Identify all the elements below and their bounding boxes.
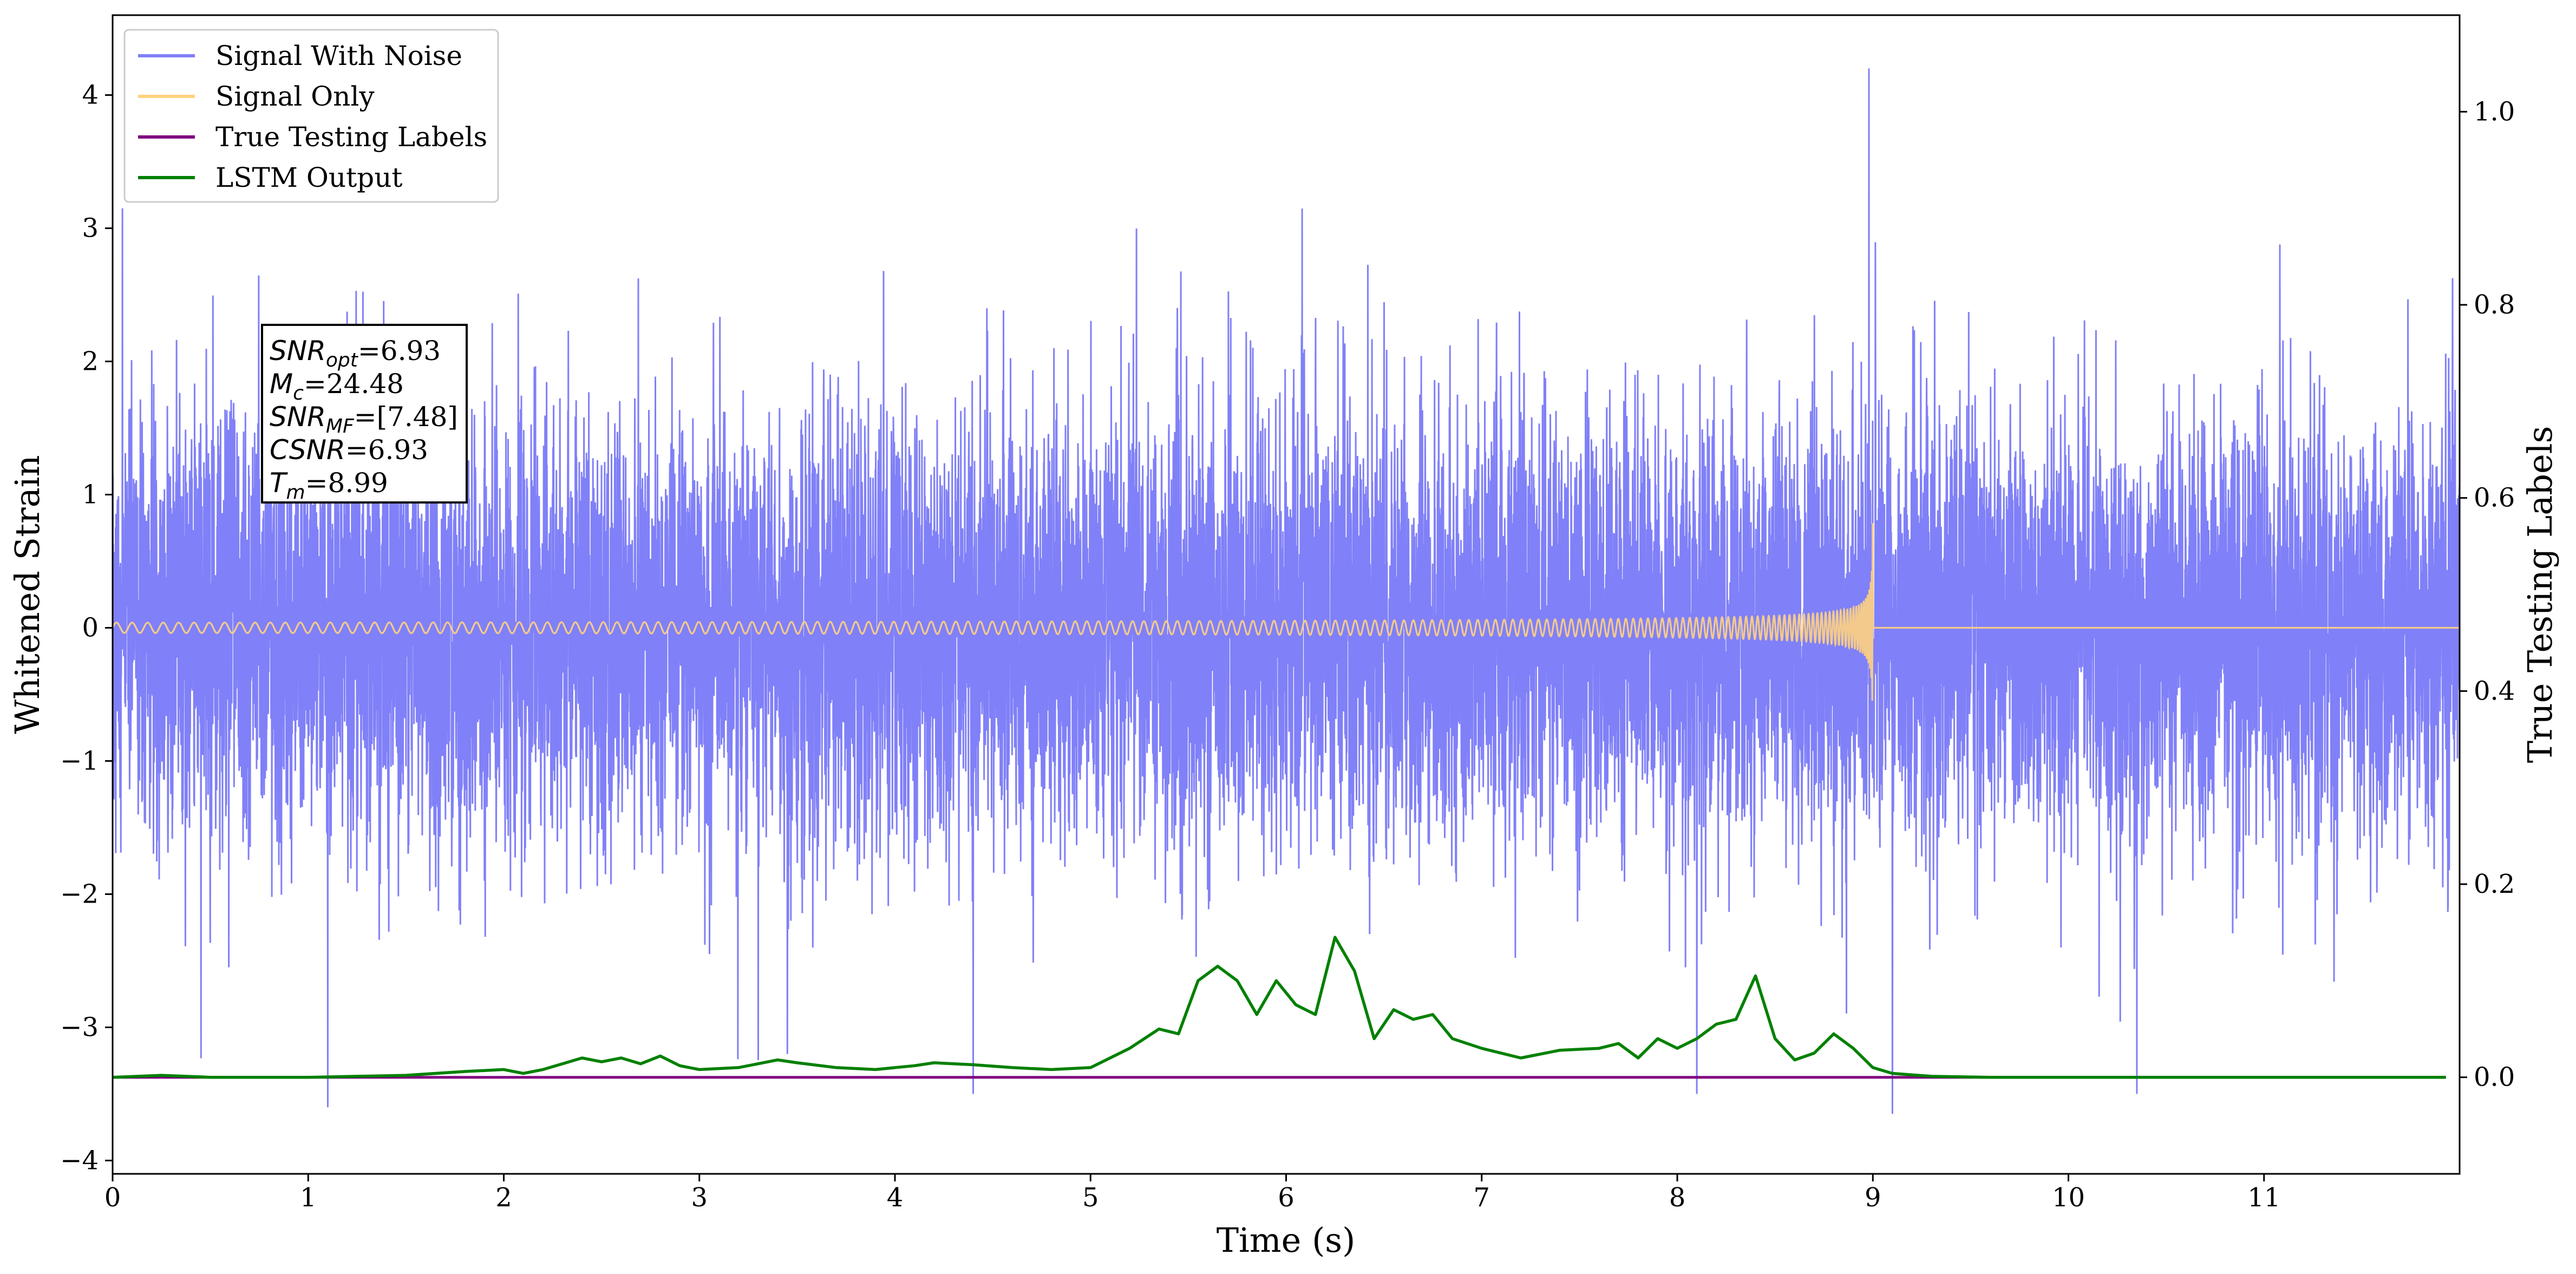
- annotation-box: SNRopt=6.93Mc=24.48SNRMF=[7.48]CSNR=6.93…: [261, 324, 468, 504]
- legend-label: Signal Only: [215, 81, 375, 112]
- y2-axis-title: True Testing Labels: [2520, 426, 2560, 763]
- annotation-line: CSNR=6.93: [270, 434, 428, 466]
- annotation-line: SNRMF=[7.48]: [270, 401, 458, 437]
- x-tick-label: 1: [300, 1182, 317, 1213]
- y-tick-label: 2: [82, 347, 99, 377]
- series-signal-with-noise: [113, 68, 2460, 1114]
- x-tick-label: 5: [1082, 1182, 1099, 1213]
- legend-label: Signal With Noise: [215, 40, 462, 71]
- series-signal-only: [113, 523, 2460, 701]
- x-tick-label: 6: [1278, 1182, 1294, 1213]
- y-tick-label: 0: [82, 612, 99, 643]
- y2-tick-label: 0.0: [2474, 1062, 2515, 1093]
- legend-label: True Testing Labels: [215, 121, 487, 153]
- x-tick-label: 8: [1669, 1182, 1686, 1213]
- annotation-line: Mc=24.48: [270, 368, 404, 404]
- legend-box: [123, 29, 499, 203]
- y-tick-label: 1: [82, 480, 99, 510]
- x-tick-label: 10: [2052, 1182, 2085, 1213]
- legend: Signal With Noise Signal Only True Testing…: [123, 29, 499, 203]
- annotation-line: SNRopt=6.93: [270, 335, 441, 371]
- y2-tick-label: 0.8: [2474, 290, 2515, 320]
- y-axis-left: −4 −3 −2 −1 0 1 2 3 4: [60, 80, 113, 1175]
- plot-area: [113, 68, 2460, 1114]
- y-tick-label: −4: [60, 1145, 99, 1175]
- x-tick-label: 0: [104, 1182, 121, 1213]
- y-tick-label: −1: [60, 746, 99, 776]
- x-tick-label: 11: [2247, 1182, 2280, 1213]
- x-tick-label: 9: [1865, 1182, 1881, 1213]
- y2-tick-label: 1.0: [2474, 96, 2515, 127]
- x-tick-label: 3: [691, 1182, 708, 1213]
- y2-tick-label: 0.6: [2474, 483, 2515, 513]
- legend-label: LSTM Output: [215, 162, 402, 193]
- series-lstm-output: [113, 936, 2446, 1079]
- y-tick-label: 4: [82, 80, 99, 110]
- x-axis-title: Time (s): [1217, 1220, 1356, 1260]
- y-axis-right: 0.0 0.2 0.4 0.6 0.8 1.0: [2460, 96, 2515, 1093]
- x-tick-label: 4: [887, 1182, 904, 1213]
- x-tick-label: 7: [1473, 1182, 1490, 1213]
- y2-tick-label: 0.2: [2474, 869, 2515, 899]
- x-axis: 0 1 2 3 4 5 6 7 8 9 10 11: [104, 1174, 2280, 1213]
- y-tick-label: −2: [60, 879, 99, 909]
- y-tick-label: −3: [60, 1012, 99, 1042]
- x-tick-label: 2: [495, 1182, 512, 1213]
- annotation-frame: [261, 324, 468, 504]
- series-layer: [113, 68, 2460, 1114]
- annotation-line: Tm=8.99: [270, 467, 388, 504]
- y2-tick-label: 0.4: [2474, 676, 2515, 706]
- y-tick-label: 3: [82, 213, 99, 244]
- y-axis-title: Whitened Strain: [8, 455, 47, 734]
